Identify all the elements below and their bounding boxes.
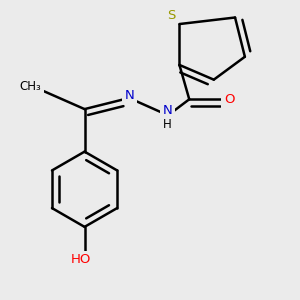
Text: H: H: [163, 118, 172, 131]
Text: N: N: [163, 104, 172, 117]
Text: O: O: [224, 93, 234, 106]
Text: HO: HO: [71, 253, 92, 266]
Text: N: N: [125, 89, 135, 102]
Text: S: S: [167, 9, 176, 22]
Text: CH₃: CH₃: [20, 80, 41, 93]
